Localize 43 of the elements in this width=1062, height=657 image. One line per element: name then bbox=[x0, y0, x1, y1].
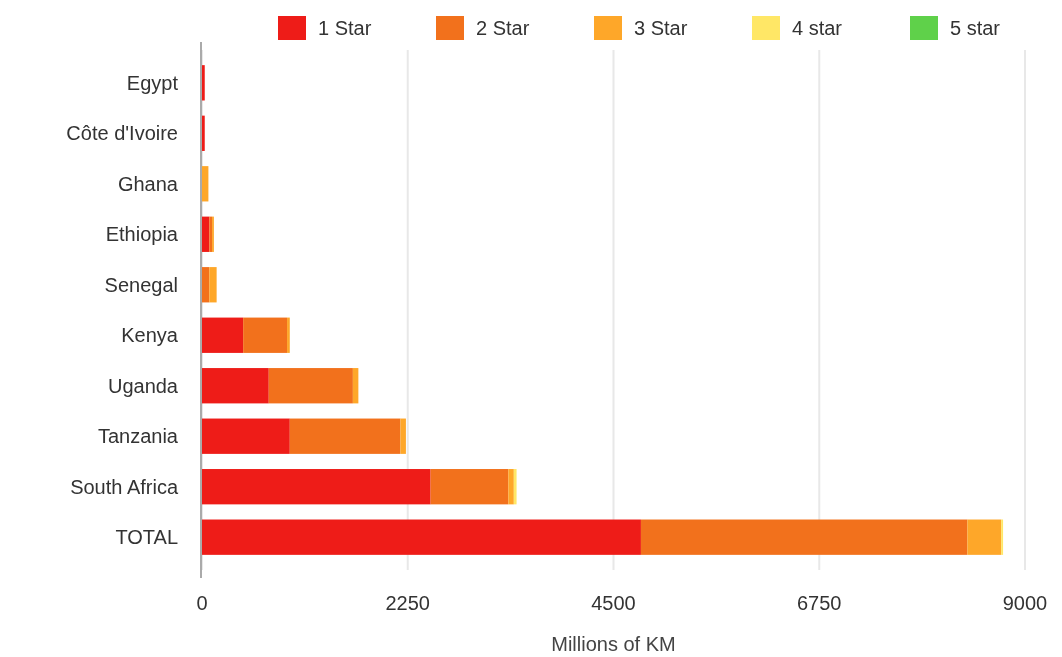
bar bbox=[209, 267, 217, 303]
x-tick-label: 6750 bbox=[797, 592, 842, 614]
y-tick-label: Uganda bbox=[107, 374, 179, 397]
y-tick-label: South Africa bbox=[70, 475, 179, 498]
bar bbox=[202, 519, 641, 555]
bar bbox=[202, 267, 210, 303]
bar bbox=[202, 418, 290, 454]
bar bbox=[202, 115, 205, 151]
legend-label: 2 Star bbox=[476, 17, 530, 39]
bar bbox=[202, 166, 209, 202]
bar bbox=[967, 519, 1002, 555]
y-tick-label: Tanzania bbox=[97, 425, 179, 448]
bar bbox=[202, 65, 205, 101]
legend-label: 3 Star bbox=[634, 17, 688, 39]
bar bbox=[202, 469, 431, 505]
y-tick-label: Kenya bbox=[121, 324, 179, 347]
legend-label: 5 star bbox=[950, 17, 1001, 39]
bar bbox=[513, 469, 517, 505]
bar bbox=[202, 368, 269, 404]
y-tick-label: Senegal bbox=[104, 273, 178, 296]
bar bbox=[430, 469, 509, 505]
bar bbox=[352, 368, 359, 404]
x-tick-label: 0 bbox=[196, 592, 208, 614]
bar bbox=[202, 216, 210, 252]
bar bbox=[287, 317, 290, 353]
y-tick-label: Ethiopia bbox=[105, 223, 179, 246]
bar bbox=[508, 469, 514, 505]
y-tick-label: Côte d'Ivoire bbox=[66, 122, 178, 145]
legend-label: 1 Star bbox=[318, 17, 372, 39]
bar bbox=[243, 317, 288, 353]
y-tick-label: Egypt bbox=[126, 71, 179, 94]
x-tick-label: 2250 bbox=[385, 592, 430, 614]
bar bbox=[400, 418, 406, 454]
x-tick-label: 9000 bbox=[1002, 592, 1048, 614]
bar bbox=[202, 317, 244, 353]
legend-label: 4 star bbox=[792, 17, 843, 39]
x-tick-label: 4500 bbox=[591, 592, 636, 614]
y-tick-label: TOTAL bbox=[115, 526, 178, 549]
bar bbox=[640, 519, 968, 555]
x-axis-title: Millions of KM bbox=[551, 633, 676, 655]
y-tick-label: Ghana bbox=[117, 172, 179, 195]
bar bbox=[268, 368, 353, 404]
bar bbox=[289, 418, 401, 454]
